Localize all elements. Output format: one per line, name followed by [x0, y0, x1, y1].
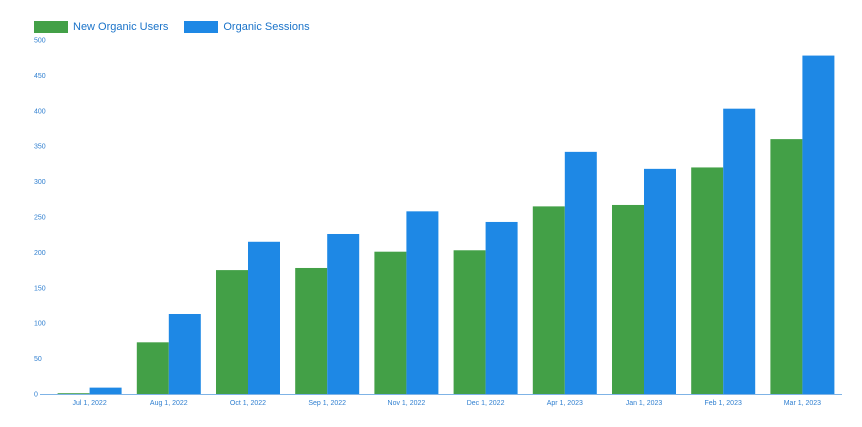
- bar-organic-sessions[interactable]: [168, 313, 201, 394]
- bar-organic-sessions[interactable]: [89, 387, 122, 394]
- legend-swatch-new-organic-users: [34, 21, 68, 33]
- bar-organic-sessions[interactable]: [802, 55, 835, 395]
- y-tick-label: 350: [34, 144, 46, 151]
- x-tick-label: Nov 1, 2022: [388, 400, 426, 407]
- x-tick-label: Apr 1, 2023: [547, 400, 583, 407]
- y-tick-label: 250: [34, 215, 46, 222]
- y-tick-label: 150: [34, 285, 46, 292]
- legend-swatch-organic-sessions: [184, 21, 219, 33]
- y-tick-label: 100: [34, 321, 46, 328]
- bar-organic-sessions[interactable]: [406, 211, 439, 394]
- bar-organic-sessions[interactable]: [327, 233, 360, 394]
- bar-new-organic-users[interactable]: [374, 251, 407, 394]
- bar-new-organic-users[interactable]: [216, 270, 248, 394]
- x-tick-label: Oct 1, 2022: [230, 400, 266, 407]
- x-tick-label: Aug 1, 2022: [150, 400, 188, 407]
- bar-organic-sessions[interactable]: [485, 221, 518, 394]
- bar-organic-sessions[interactable]: [723, 108, 756, 395]
- bar-organic-sessions[interactable]: [248, 241, 280, 394]
- x-tick-label: Jul 1, 2022: [72, 400, 106, 407]
- x-tick-label: Mar 1, 2023: [784, 400, 821, 407]
- bar-new-organic-users[interactable]: [453, 250, 486, 394]
- bar-new-organic-users[interactable]: [612, 204, 644, 394]
- y-tick-label: 300: [34, 179, 46, 186]
- legend-item-organic-sessions[interactable]: Organic Sessions: [184, 21, 310, 33]
- bar-new-organic-users[interactable]: [532, 206, 565, 394]
- x-tick-label: Jan 1, 2023: [626, 400, 663, 407]
- bar-new-organic-users[interactable]: [691, 167, 724, 394]
- x-tick-label: Dec 1, 2022: [467, 400, 505, 407]
- bar-new-organic-users[interactable]: [57, 393, 90, 394]
- y-tick-label: 450: [34, 73, 46, 80]
- y-tick-label: 200: [34, 250, 46, 257]
- x-tick-label: Sep 1, 2022: [308, 400, 346, 407]
- x-tick-label: Feb 1, 2023: [705, 400, 742, 407]
- y-tick-label: 0: [34, 392, 38, 399]
- y-tick-label: 400: [34, 108, 46, 115]
- y-tick-label: 50: [34, 356, 42, 363]
- legend-item-new-organic-users[interactable]: New Organic Users: [34, 21, 168, 33]
- legend: New Organic Users Organic Sessions: [34, 21, 326, 33]
- legend-label-new-organic-users: New Organic Users: [73, 21, 169, 33]
- y-tick-label: 500: [34, 38, 46, 45]
- bar-new-organic-users[interactable]: [295, 267, 328, 394]
- legend-label-organic-sessions: Organic Sessions: [223, 21, 310, 33]
- bar-new-organic-users[interactable]: [136, 342, 169, 394]
- bar-organic-sessions[interactable]: [564, 151, 597, 394]
- bar-organic-sessions[interactable]: [644, 168, 676, 394]
- bar-new-organic-users[interactable]: [770, 139, 803, 394]
